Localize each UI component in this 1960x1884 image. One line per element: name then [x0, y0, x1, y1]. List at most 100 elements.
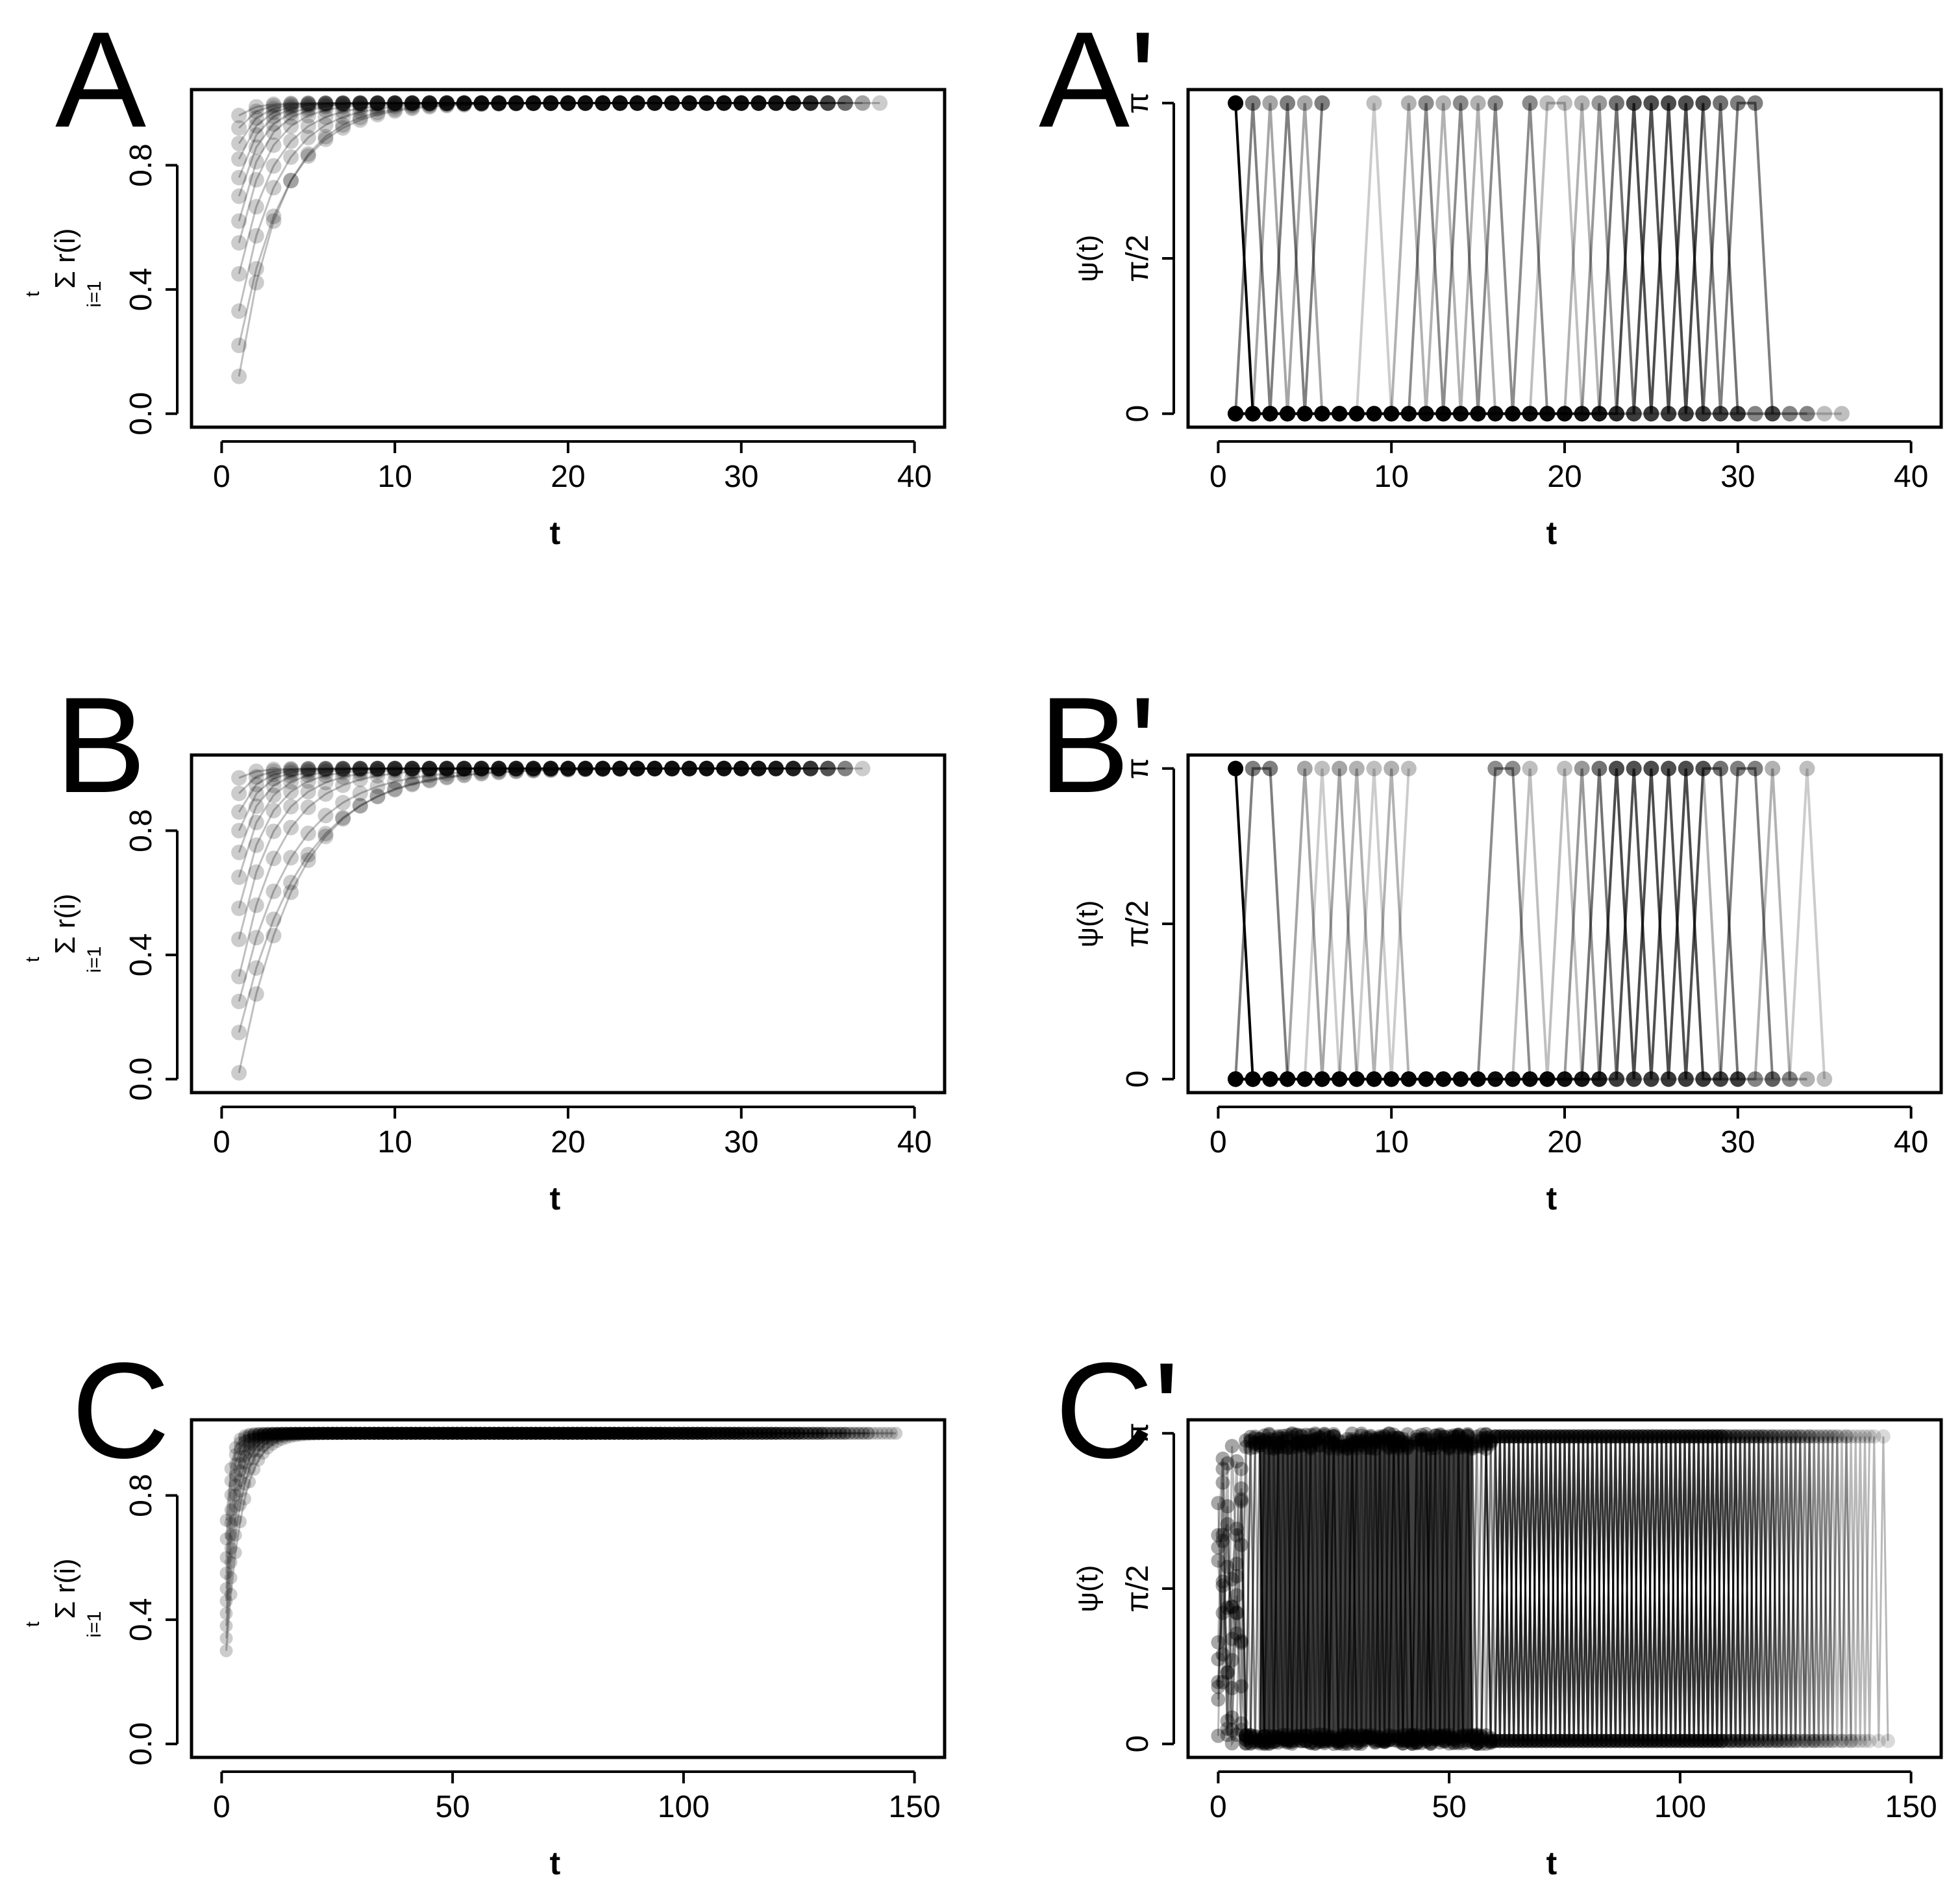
- data-point: [1400, 406, 1417, 422]
- data-point: [1262, 1071, 1278, 1087]
- series-line: [238, 767, 811, 853]
- data-point: [266, 98, 282, 114]
- data-point: [473, 760, 490, 776]
- data-point: [647, 760, 663, 776]
- series-line: [1235, 103, 1807, 415]
- data-point: [733, 95, 749, 111]
- panel-C: C 0 50 100 150 t 0.0 0.4 0.8 Σ r(i) t i=1: [22, 1334, 947, 1881]
- data-point: [595, 95, 611, 111]
- data-point: [854, 760, 871, 776]
- data-point: [577, 95, 593, 111]
- data-point: [439, 760, 455, 776]
- data-point: [1245, 406, 1261, 422]
- data-point: [231, 869, 247, 886]
- data-point: [525, 760, 541, 776]
- data-point: [525, 95, 541, 112]
- data-point: [1280, 1071, 1296, 1087]
- data-point: [543, 762, 559, 778]
- data-point: [577, 95, 593, 111]
- data-point: [248, 118, 264, 134]
- data-point: [421, 760, 438, 776]
- data-point: [1557, 1071, 1572, 1087]
- data-point: [543, 95, 559, 112]
- x-tick-label: 10: [1374, 1125, 1409, 1159]
- data-point: [1857, 1733, 1872, 1748]
- x-tick-label: 50: [435, 1790, 469, 1824]
- data-point: [1770, 1733, 1785, 1748]
- data-point: [491, 96, 507, 112]
- data-point: [508, 95, 524, 111]
- data-point: [751, 95, 767, 111]
- data-point: [525, 95, 541, 111]
- data-point: [543, 95, 559, 111]
- data-point: [352, 95, 368, 111]
- data-point: [473, 760, 490, 776]
- data-point: [525, 762, 541, 778]
- data-point: [543, 760, 559, 776]
- data-point: [1452, 406, 1469, 422]
- data-point: [751, 760, 767, 776]
- panel-C-prime: C' 0 50 100 150 t 0 π/2 π ψ(t): [1055, 1334, 1943, 1881]
- data-point: [266, 850, 282, 867]
- data-point: [595, 761, 611, 777]
- data-point: [298, 1428, 312, 1441]
- data-point: [1799, 760, 1815, 776]
- data-point: [283, 101, 299, 117]
- data-point: [491, 95, 507, 111]
- y-axis-title: Σ r(i) t i=1: [22, 893, 105, 973]
- data-point: [248, 786, 264, 802]
- data-point: [854, 95, 871, 111]
- data-point: [1435, 1071, 1452, 1087]
- data-point: [577, 95, 593, 111]
- data-point: [1807, 1733, 1822, 1748]
- data-point: [716, 760, 732, 776]
- data-point: [612, 760, 628, 776]
- y-tick-label: π/2: [1121, 234, 1155, 282]
- data-point: [1643, 406, 1659, 422]
- data-point: [300, 761, 316, 777]
- y-tick-label: 0.4: [124, 933, 158, 976]
- data-point: [317, 97, 334, 114]
- data-point: [1539, 406, 1556, 422]
- data-point: [300, 108, 316, 124]
- data-point: [612, 761, 628, 777]
- data-point: [421, 761, 438, 777]
- data-point: [387, 99, 403, 115]
- y-axis-title: ψ(t): [1072, 235, 1104, 282]
- data-point: [664, 760, 680, 776]
- data-point: [283, 763, 299, 779]
- data-point: [491, 762, 507, 778]
- data-point: [381, 1426, 395, 1440]
- data-point: [820, 760, 836, 776]
- data-point: [1539, 1071, 1556, 1087]
- data-point: [456, 760, 472, 776]
- data-point: [716, 760, 732, 776]
- data-point: [418, 1426, 432, 1440]
- data-point: [525, 95, 541, 111]
- data-point: [577, 760, 593, 776]
- data-point: [1788, 1429, 1803, 1444]
- data-point: [1626, 760, 1642, 776]
- y-tick-label: 0.0: [124, 1058, 158, 1101]
- data-point: [473, 765, 490, 781]
- data-point: [560, 95, 576, 111]
- data-point: [802, 760, 819, 776]
- data-point: [1765, 1071, 1781, 1087]
- data-point: [595, 760, 611, 776]
- data-point: [300, 852, 316, 868]
- data-point: [802, 760, 819, 776]
- data-point: [369, 95, 386, 111]
- data-point: [700, 1426, 713, 1440]
- data-point: [1245, 95, 1261, 111]
- data-point: [387, 97, 403, 113]
- data-point: [768, 760, 784, 776]
- data-point: [560, 760, 576, 776]
- data-point: [317, 761, 334, 777]
- x-tick-label: 100: [658, 1790, 710, 1824]
- data-point: [491, 760, 507, 776]
- data-point: [664, 760, 680, 776]
- data-point: [716, 95, 732, 111]
- data-point: [1730, 406, 1746, 422]
- data-point: [316, 1427, 330, 1441]
